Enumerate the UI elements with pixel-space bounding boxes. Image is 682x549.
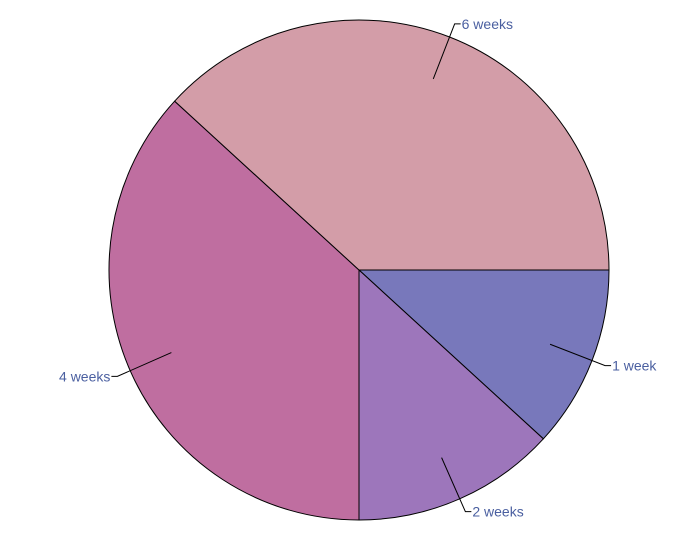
leader-line-2-weeks [441, 457, 472, 513]
leader-line-6-weeks [432, 23, 461, 80]
slice-label-6-weeks: 6 weeks [462, 16, 513, 32]
slices-layer [108, 19, 610, 521]
leader-line-1-week [549, 343, 612, 367]
slice-label-2-weeks: 2 weeks [472, 504, 523, 520]
slice-label-1-week: 1 week [612, 358, 657, 374]
leader-lines-layer [111, 23, 612, 513]
slice-label-4-weeks: 4 weeks [59, 368, 110, 384]
slice-labels-layer: 1 week 2 weeks 4 weeks 6 weeks [59, 16, 657, 520]
leader-line-4-weeks [111, 352, 172, 377]
